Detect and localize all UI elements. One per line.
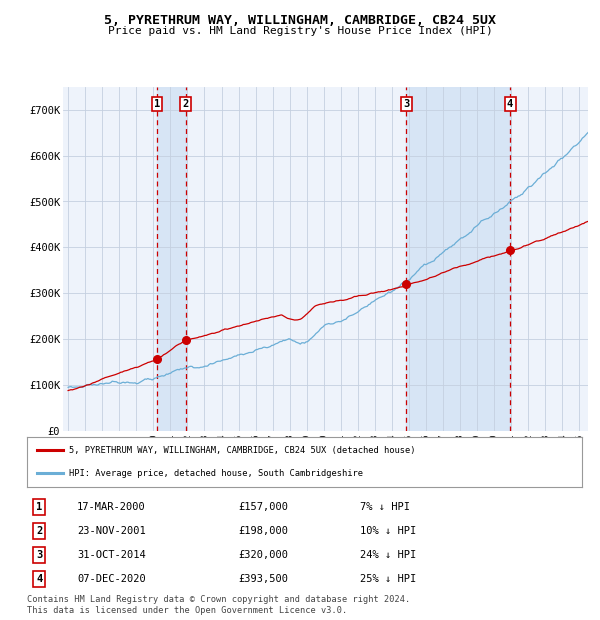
Text: 2: 2 [182,99,189,109]
Text: 24% ↓ HPI: 24% ↓ HPI [360,550,416,560]
Text: 4: 4 [507,99,513,109]
Text: HPI: Average price, detached house, South Cambridgeshire: HPI: Average price, detached house, Sout… [68,469,362,478]
Text: 4: 4 [36,574,43,584]
Text: 1: 1 [154,99,160,109]
Text: 5, PYRETHRUM WAY, WILLINGHAM, CAMBRIDGE, CB24 5UX: 5, PYRETHRUM WAY, WILLINGHAM, CAMBRIDGE,… [104,14,496,27]
Text: 31-OCT-2014: 31-OCT-2014 [77,550,146,560]
Text: 2: 2 [36,526,43,536]
Text: Price paid vs. HM Land Registry's House Price Index (HPI): Price paid vs. HM Land Registry's House … [107,26,493,36]
Text: 25% ↓ HPI: 25% ↓ HPI [360,574,416,584]
Text: 1: 1 [36,502,43,512]
Text: 10% ↓ HPI: 10% ↓ HPI [360,526,416,536]
Bar [157,87,186,431]
Text: 5, PYRETHRUM WAY, WILLINGHAM, CAMBRIDGE, CB24 5UX (detached house): 5, PYRETHRUM WAY, WILLINGHAM, CAMBRIDGE,… [68,446,415,455]
Text: 17-MAR-2000: 17-MAR-2000 [77,502,146,512]
Text: Contains HM Land Registry data © Crown copyright and database right 2024.
This d: Contains HM Land Registry data © Crown c… [27,595,410,614]
Text: £393,500: £393,500 [238,574,288,584]
Text: 23-NOV-2001: 23-NOV-2001 [77,526,146,536]
Text: 7% ↓ HPI: 7% ↓ HPI [360,502,410,512]
Text: 3: 3 [36,550,43,560]
Text: £320,000: £320,000 [238,550,288,560]
Text: 07-DEC-2020: 07-DEC-2020 [77,574,146,584]
Bar [406,87,510,431]
Text: 3: 3 [403,99,409,109]
Text: £157,000: £157,000 [238,502,288,512]
Text: £198,000: £198,000 [238,526,288,536]
